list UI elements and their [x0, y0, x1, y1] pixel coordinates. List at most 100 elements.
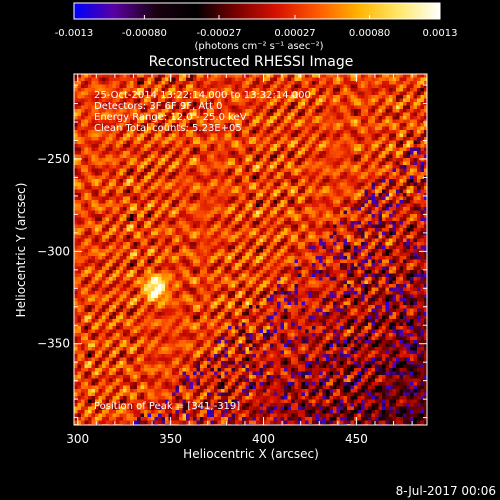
heatmap-cell: [392, 182, 397, 187]
heatmap-cell: [350, 137, 355, 141]
heatmap-cell: [406, 242, 411, 246]
heatmap-cell: [424, 126, 427, 131]
heatmap-cell: [105, 81, 110, 85]
heatmap-cell: [266, 179, 271, 183]
heatmap-cell: [245, 228, 250, 232]
heatmap-cell: [193, 186, 197, 190]
heatmap-cell: [266, 228, 271, 232]
heatmap-cell: [385, 168, 390, 173]
heatmap-cell: [189, 207, 194, 211]
heatmap-cell: [119, 77, 124, 82]
heatmap-cell: [130, 88, 134, 92]
heatmap-cell: [263, 102, 267, 106]
heatmap-cell: [81, 116, 85, 120]
heatmap-cell: [168, 214, 173, 218]
heatmap-cell: [224, 175, 229, 180]
heatmap-cell: [98, 214, 103, 218]
heatmap-cell: [287, 172, 292, 176]
heatmap-cell: [322, 235, 327, 239]
heatmap-cell: [273, 154, 278, 159]
heatmap-cell: [130, 84, 134, 89]
heatmap-cell: [424, 217, 427, 222]
heatmap-cell: [214, 193, 218, 197]
heatmap-cell: [249, 175, 253, 180]
heatmap-cell: [312, 221, 316, 225]
heatmap-cell: [368, 161, 372, 166]
heatmap-cell: [109, 200, 113, 204]
heatmap-cell: [161, 91, 166, 96]
heatmap-cell: [371, 123, 376, 127]
heatmap-cell: [378, 123, 383, 127]
heatmap-cell: [294, 182, 299, 187]
heatmap-cell: [392, 238, 397, 243]
heatmap-cell: [333, 123, 337, 127]
heatmap-cell: [144, 161, 148, 166]
heatmap-cell: [336, 165, 341, 169]
heatmap-cell: [242, 207, 246, 211]
heatmap-cell: [413, 186, 418, 190]
heatmap-cell: [165, 91, 169, 96]
heatmap-cell: [245, 242, 250, 246]
heatmap-cell: [77, 88, 82, 92]
heatmap-cell: [357, 74, 362, 78]
heatmap-cell: [137, 95, 141, 99]
heatmap-cell: [74, 88, 78, 92]
heatmap-cell: [74, 210, 78, 215]
heatmap-cell: [196, 207, 201, 211]
heatmap-cell: [144, 186, 148, 190]
heatmap-cell: [126, 116, 131, 120]
heatmap-cell: [165, 154, 169, 159]
heatmap-cell: [175, 140, 180, 145]
heatmap-cell: [417, 105, 421, 110]
heatmap-cell: [88, 224, 92, 229]
heatmap-cell: [263, 161, 267, 166]
heatmap-cell: [280, 154, 285, 159]
heatmap-cell: [137, 91, 141, 96]
heatmap-cell: [217, 179, 222, 183]
heatmap-cell: [154, 140, 159, 145]
heatmap-cell: [322, 200, 327, 204]
heatmap-cell: [116, 182, 120, 187]
heatmap-cell: [130, 203, 134, 208]
heatmap-cell: [123, 228, 127, 232]
heatmap-cell: [116, 200, 120, 204]
heatmap-cell: [231, 175, 236, 180]
heatmap-cell: [210, 133, 215, 138]
heatmap-cell: [417, 109, 421, 113]
heatmap-cell: [133, 235, 138, 239]
heatmap-cell: [214, 196, 218, 201]
heatmap-cell: [133, 98, 138, 103]
heatmap-cell: [224, 130, 229, 134]
heatmap-cell: [266, 133, 271, 138]
heatmap-cell: [228, 161, 232, 166]
heatmap-cell: [343, 165, 348, 169]
heatmap-cell: [256, 210, 260, 215]
heatmap-cell: [91, 105, 96, 110]
heatmap-cell: [266, 140, 271, 145]
heatmap-cell: [396, 200, 400, 204]
heatmap-cell: [280, 224, 285, 229]
heatmap-cell: [165, 193, 169, 197]
heatmap-cell: [109, 217, 113, 222]
heatmap-cell: [392, 81, 397, 85]
heatmap-cell: [137, 228, 141, 232]
heatmap-cell: [133, 140, 138, 145]
heatmap-cell: [266, 203, 271, 208]
heatmap-cell: [315, 88, 320, 92]
heatmap-cell: [245, 119, 250, 124]
heatmap-cell: [109, 228, 113, 232]
heatmap-cell: [322, 203, 327, 208]
heatmap-cell: [294, 140, 299, 145]
heatmap-cell: [126, 147, 131, 152]
heatmap-cell: [109, 98, 113, 103]
heatmap-cell: [319, 186, 323, 190]
heatmap-cell: [165, 210, 169, 215]
heatmap-cell: [357, 221, 362, 225]
heatmap-cell: [189, 172, 194, 176]
heatmap-cell: [242, 126, 246, 131]
heatmap-cell: [291, 137, 295, 141]
heatmap-cell: [154, 245, 159, 250]
heatmap-cell: [382, 119, 386, 124]
heatmap-cell: [382, 161, 386, 166]
heatmap-cell: [242, 182, 246, 187]
